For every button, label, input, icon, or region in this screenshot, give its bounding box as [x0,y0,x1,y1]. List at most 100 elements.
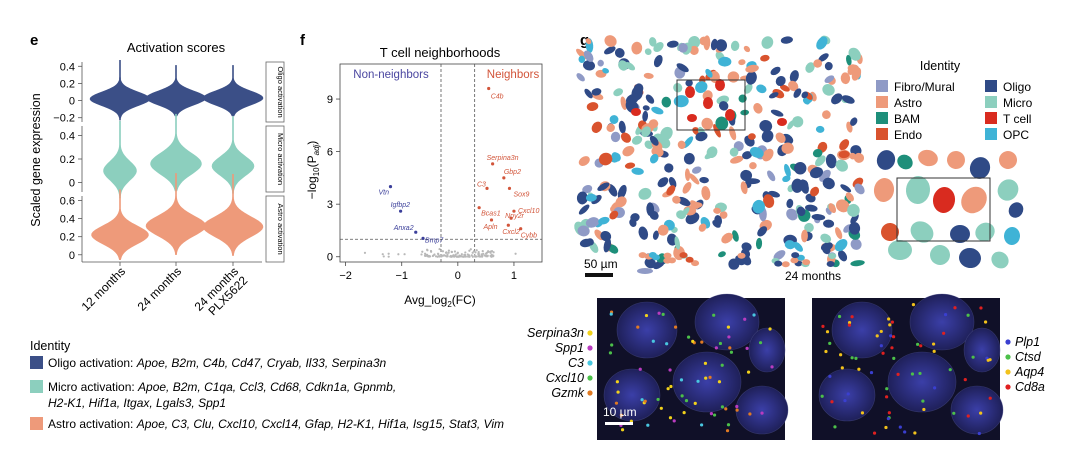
volcano-plot: −2 −1 0 1 0 3 6 9 C4b Serpina3n Gbp2 Sox9 C3 Bcas1 Cxc… [327,63,543,282]
inset-cell [969,157,991,179]
volcano-point-ns [442,254,445,257]
fish-transcript-dot [875,334,879,338]
left-gene-dot [587,375,593,381]
tissue-cell [838,250,848,262]
tissue-cell [660,126,673,141]
tissue-cell [649,210,659,220]
volcano-point-ns [464,255,467,258]
tissue-cell [802,97,810,105]
fish-transcript-dot [668,368,672,372]
fish-transcript-dot [748,412,752,416]
fish-transcript-dot [840,366,844,370]
right-gene-dot [1005,384,1011,390]
volcano-x-tick-label: 0 [455,270,461,282]
panel-e-title: Activation scores [127,40,226,55]
volcano-y-tick-label: 9 [327,94,333,106]
tissue-cell [820,242,833,251]
tissue-cell [828,252,837,259]
fish-transcript-dot [661,312,665,317]
tissue-cell [685,79,693,87]
tissue-cell [713,207,721,214]
volcano-point-ns [492,255,495,258]
tissue-cell [761,130,774,143]
inset-cell [881,223,899,241]
tissue-cell [721,232,733,244]
volcano-point-ns [420,253,423,256]
identity-swatch [985,128,997,140]
tissue-cell [622,145,635,157]
fish-transcript-dot [896,372,900,377]
tissue-cell [683,152,695,165]
fish-transcript-dot [718,341,723,346]
tissue-cell [695,131,708,142]
inset-cell [873,178,895,202]
tissue-cell [611,152,621,162]
tissue-cell [620,132,631,143]
e-row-tick-label: 0.4 [60,61,75,73]
fish-transcript-dot [943,313,948,317]
tissue-cell [582,60,596,71]
tissue-cell [747,133,756,140]
tissue-cell [745,64,759,73]
volcano-point-ns [489,250,492,253]
fish-transcript-dot [679,378,684,382]
volcano-point-ns [403,253,406,256]
tissue-cell [649,37,657,47]
volcano-y-tick-label: 6 [327,147,333,159]
tissue-cell [773,250,786,261]
tissue-t-cell [703,97,713,109]
e-row-tick-label: 0.6 [60,196,75,208]
tissue-cell [714,215,723,226]
fish-transcript-dot [846,392,850,396]
tissue-cell [839,139,850,151]
tissue-cell [691,260,700,267]
fish-transcript-dot [770,365,774,369]
fish-nucleus [909,293,975,351]
tissue-cell [738,59,746,66]
e-facet-label: Micro activation [276,133,285,185]
fish-transcript-dot [656,397,660,402]
fish-transcript-dot [828,341,832,346]
fish-transcript-dot [640,398,644,402]
tissue-t-cell [687,114,697,122]
tissue-cell [584,88,593,99]
legend-e-title: Identity [30,339,71,353]
violin [89,60,151,121]
scale-bar-10um [605,422,633,425]
panel-e-letter: e [30,32,38,49]
tissue-cell [796,206,806,217]
volcano-point-npy2r [509,216,513,220]
tissue-cell [625,62,636,71]
fish-transcript-dot [872,431,877,435]
tissue-cell [820,233,832,243]
left-gene-label: Cxcl10 [546,371,584,385]
tissue-cell [618,120,626,134]
fish-transcript-dot [821,324,825,328]
tissue-cell [840,72,851,85]
tissue-cell [813,59,823,68]
fish-transcript-dot [735,404,739,409]
fish-transcript-dot [983,320,988,324]
non-neighbors-label: Non-neighbors [353,69,429,81]
fish-transcript-dot [720,363,724,367]
inset-cell [961,186,987,214]
panel-e: e Activation scores Scaled gene expressi… [29,32,285,318]
fish-transcript-dot [885,387,889,391]
volcano-point-ns [466,253,469,256]
fish-transcript-dot [745,346,749,350]
fish-transcript-dot [891,335,896,339]
e-row-tick-label: 0 [69,96,75,108]
volcano-point-ns [425,248,429,251]
tissue-cell [631,135,643,145]
fish-transcript-dot [888,323,892,327]
tissue-cell [657,177,669,188]
fish-transcript-dot [752,313,756,317]
tissue-cell [668,176,677,188]
fish-transcript-dot [953,306,957,310]
fish-transcript-dot [726,423,731,427]
volcano-point-ns [471,251,474,254]
e-row-tick-label: 0.4 [60,214,75,226]
tissue-cell [784,240,796,250]
tissue-cell [761,36,774,49]
